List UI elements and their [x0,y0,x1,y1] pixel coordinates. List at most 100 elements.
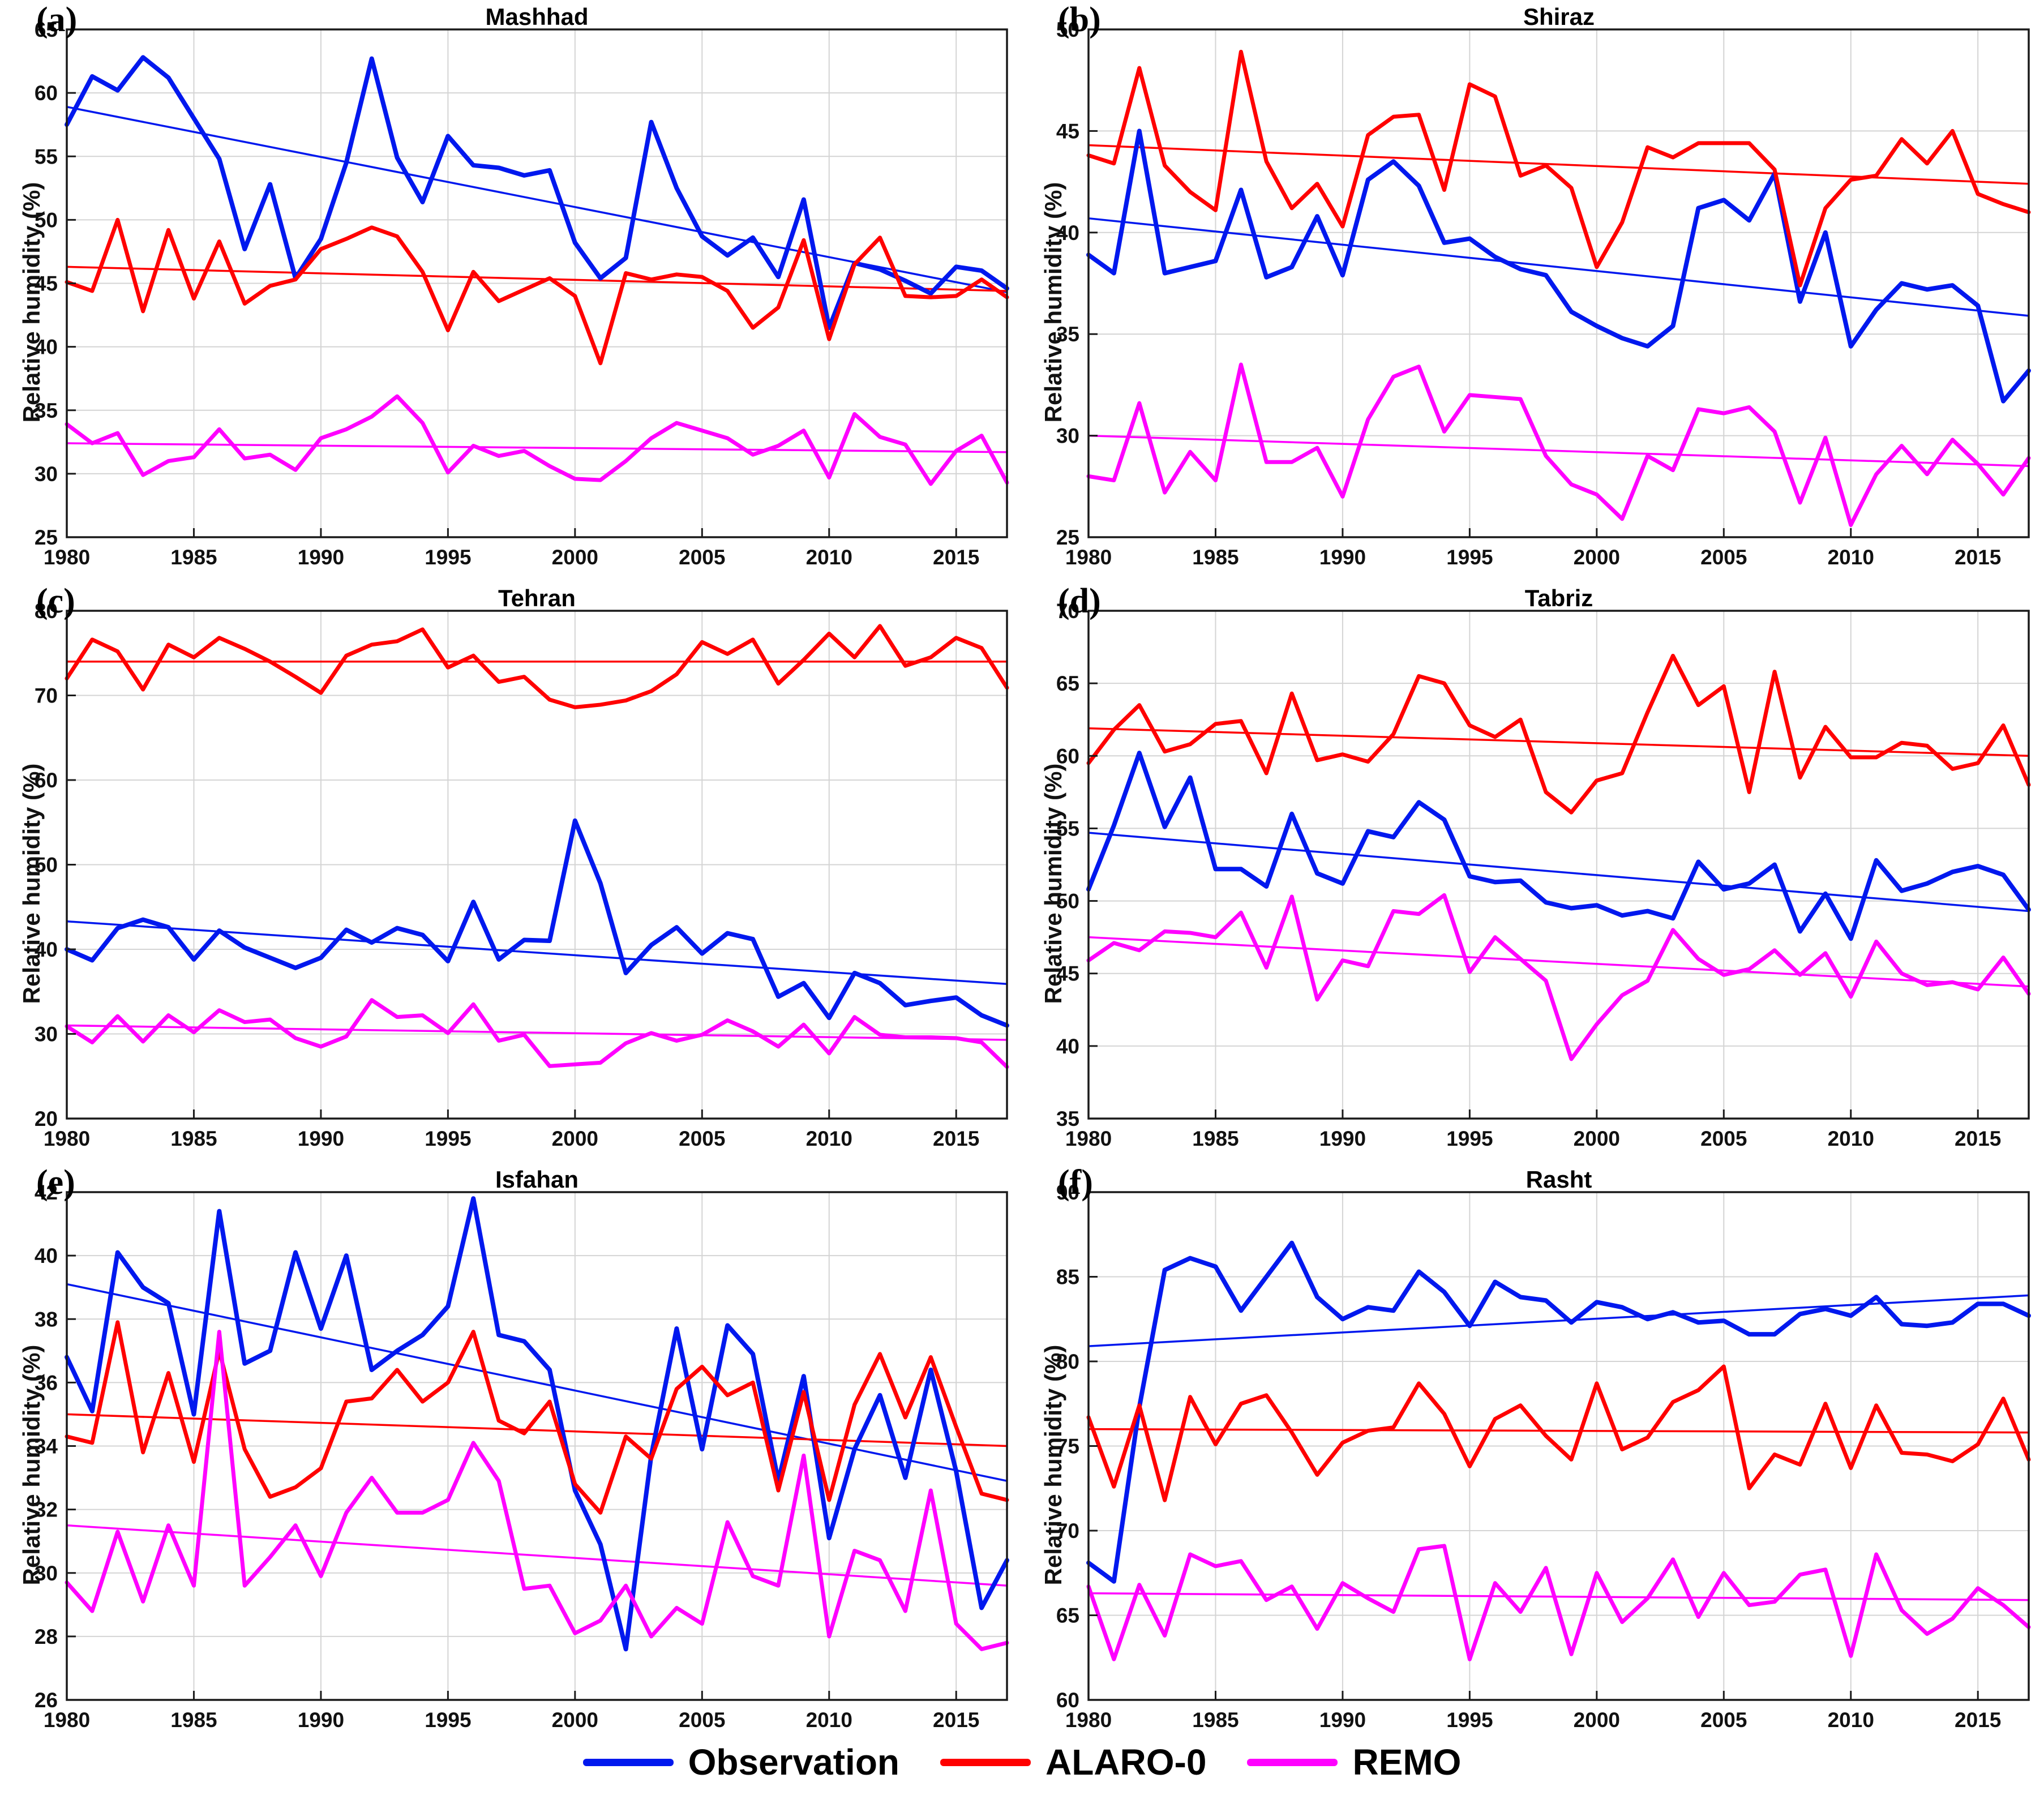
x-tick-label: 2000 [552,1127,598,1150]
x-tick-label: 1990 [298,546,344,569]
y-tick-label: 80 [35,599,58,623]
trend-line-remo-trend [66,1024,1008,1041]
y-tick-label: 80 [1056,1350,1079,1373]
x-tick-label: 1985 [1192,1127,1239,1150]
trend-line-observation-trend [1088,1294,2029,1347]
x-tick-label: 2015 [933,1127,979,1150]
y-tick-label: 36 [35,1371,58,1394]
y-tick-label: 55 [1056,817,1079,840]
trend-line-observation-trend [66,920,1008,986]
y-tick-label: 50 [35,854,58,877]
x-tick-label: 2015 [933,546,979,569]
x-tick-label: 1985 [170,1127,217,1150]
x-tick-label: 2000 [1574,1127,1620,1150]
x-tick-label: 2000 [552,546,598,569]
x-tick-label: 1995 [425,546,471,569]
x-tick-label: 2015 [1955,1708,2001,1732]
panel-isfahan: (e) Isfahan Relative humidity (%) 1980 19… [0,1163,1022,1744]
trend-line-remo-trend [1088,434,2029,468]
x-tick-label: 1985 [170,1708,217,1732]
line-chart-mashhad: 1980 1985 1990 1995 2000 2005 2010 2015 25 30 35 40… [35,18,1009,569]
legend-item-remo: REMO [1247,1744,1461,1780]
panel-letter: (c) [36,582,75,620]
x-tick-label: 2010 [806,1127,852,1150]
x-tick-label: 1990 [1319,1127,1366,1150]
series-remo [1086,893,2031,1061]
x-tick-label: 1980 [44,1708,90,1732]
panel-letter: (e) [36,1163,75,1202]
panel-tabriz: (d) Tabriz Relative humidity (%) 1980 198… [1022,581,2044,1163]
y-tick-label: 32 [35,1498,58,1522]
y-axis-label: Relative humidity (%) [18,182,45,423]
series-remo [65,1330,1009,1651]
x-tick-label: 2015 [933,1708,979,1732]
remo-line-swatch [1247,1758,1338,1766]
x-tick-label: 2010 [1828,1708,1874,1732]
x-tick-label: 1980 [1065,546,1112,569]
x-tick-label: 2000 [552,1708,598,1732]
x-tick-label: 1980 [44,1127,90,1150]
trend-line-observation-trend [66,1283,1008,1482]
y-tick-label: 40 [35,1244,58,1267]
trend-line-alaro-0-trend [66,265,1008,292]
y-axis-label: Relative humidity (%) [1040,1344,1066,1586]
y-tick-label: 70 [35,684,58,708]
legend-label: ALARO-0 [1045,1742,1207,1783]
x-tick-label: 1980 [44,546,90,569]
y-tick-label: 38 [35,1308,58,1331]
series-remo [1086,1544,2031,1661]
panel-title: Mashhad [485,3,589,30]
x-tick-label: 2015 [1955,1127,2001,1150]
y-tick-label: 45 [1056,119,1079,143]
line-chart-shiraz: 1980 1985 1990 1995 2000 2005 2010 2015 25 30 35 40… [1056,18,2031,569]
legend-item-observation: Observation [582,1744,899,1780]
y-tick-label: 35 [1056,1107,1079,1130]
series-alaro-0 [65,217,1009,366]
x-tick-label: 1985 [1192,546,1239,569]
y-tick-label: 50 [1056,18,1079,41]
y-tick-label: 90 [1056,1181,1079,1204]
y-tick-label: 25 [35,526,58,549]
series-alaro-0 [1086,653,2031,815]
x-tick-label: 1995 [1446,1708,1493,1732]
series-remo [65,394,1009,486]
axis-box [1087,610,2030,1120]
y-tick-label: 45 [1056,962,1079,986]
panel-mashhad: (a) Mashhad Relative humidity (%) 1980 19… [0,0,1022,581]
x-tick-label: 1985 [1192,1708,1239,1732]
x-tick-label: 2010 [806,1708,852,1732]
series-observation [1086,128,2031,404]
x-tick-label: 2010 [1828,546,1874,569]
x-tick-label: 2005 [679,546,725,569]
x-tick-label: 1995 [1446,1127,1493,1150]
x-tick-label: 1990 [298,1708,344,1732]
x-tick-label: 2000 [1574,546,1620,569]
panel-title: Tehran [498,585,576,611]
y-tick-label: 28 [35,1625,58,1648]
series-observation [1086,1240,2031,1584]
y-tick-label: 60 [1056,1689,1079,1712]
trend-line-observation-trend [1088,832,2029,913]
y-tick-label: 34 [35,1435,58,1458]
panel-rasht: (f) Rasht Relative humidity (%) 1980 1985… [1022,1163,2044,1744]
series-alaro-0 [65,1320,1009,1515]
y-tick-label: 70 [1056,599,1079,623]
panel-letter: (d) [1058,582,1101,620]
y-tick-label: 65 [1056,1604,1079,1627]
series-alaro-0 [65,624,1009,709]
y-tick-label: 20 [35,1107,58,1130]
series-alaro-0 [1086,49,2031,288]
legend-item-alaro0: ALARO-0 [940,1744,1206,1780]
y-tick-label: 30 [1056,425,1079,448]
y-tick-label: 45 [35,272,58,295]
series-observation [65,1196,1009,1652]
series-remo [65,998,1009,1069]
x-tick-label: 1980 [1065,1127,1112,1150]
x-tick-label: 2005 [679,1127,725,1150]
trend-line-alaro-0-trend [1088,1428,2029,1434]
y-tick-label: 85 [1056,1266,1079,1289]
x-tick-label: 1990 [298,1127,344,1150]
y-tick-label: 35 [35,399,58,422]
line-chart-isfahan: 1980 1985 1990 1995 2000 2005 2010 2015 26 28 30 32… [35,1181,1009,1732]
x-tick-label: 1980 [1065,1708,1112,1732]
